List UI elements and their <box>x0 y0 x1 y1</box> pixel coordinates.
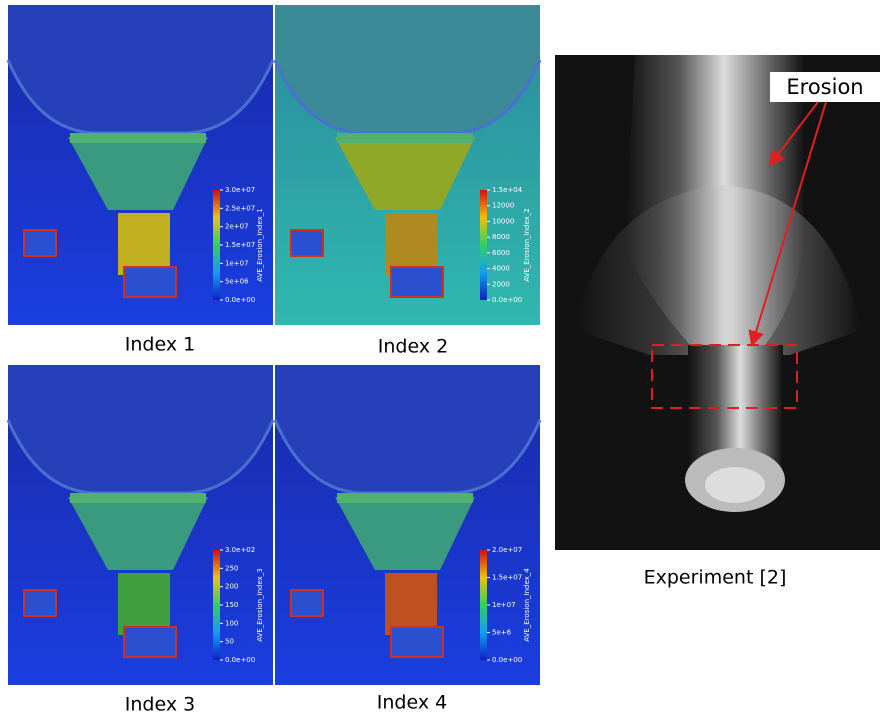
colorbar-tick-label: 1e+07 <box>225 259 249 267</box>
colorbar-tick-label: 1.5e+04 <box>492 186 523 194</box>
panel: 2.0e+07 1.5e+07 1e+07 5e+6 0.0e+00 AVE_Erosio… <box>275 365 540 685</box>
colorbar-tick-label: 100 <box>225 619 238 627</box>
block <box>391 267 443 297</box>
colorbar-tick-label: 2000 <box>492 280 510 288</box>
colorbar <box>480 550 487 660</box>
figure: 3.0e+07 2.5e+07 2e+07 1.5e+07 1e+07 5e+06 0.0e… <box>0 0 882 722</box>
block <box>391 627 443 657</box>
block <box>124 627 176 657</box>
colorbar-tick-label: 4000 <box>492 265 510 273</box>
caption: Index 1 <box>125 334 195 356</box>
colorbar-tick-label: 3.0e+07 <box>225 186 255 194</box>
panel: 3.0e+02 250 200 150 100 50 0.0e+00 AVE_Erosion_… <box>8 365 273 685</box>
caption: Experiment [2] <box>644 567 787 589</box>
colorbar-tick-label: 0.0e+00 <box>225 296 255 304</box>
block <box>291 590 323 616</box>
colorbar-tick-label: 1e+07 <box>492 601 516 609</box>
cone-band <box>70 133 206 143</box>
dome <box>275 5 540 133</box>
colorbar-tick-label: 250 <box>225 564 238 572</box>
cylinder <box>385 573 437 635</box>
dome <box>275 365 540 493</box>
colorbar-tick-label: 8000 <box>492 233 510 241</box>
colorbar-tick-label: 200 <box>225 583 238 591</box>
colorbar-tick-label: 0.0e+00 <box>492 296 522 304</box>
caption: Index 3 <box>125 694 195 716</box>
block <box>124 267 176 297</box>
dome <box>8 365 273 493</box>
cylinder <box>118 573 170 635</box>
colorbar-tick-label: 12000 <box>492 202 514 210</box>
colorbar-tick-label: 2e+07 <box>225 223 249 231</box>
panel: 3.0e+07 2.5e+07 2e+07 1.5e+07 1e+07 5e+06 0.0e… <box>8 5 273 325</box>
colorbar-tick-label: 3.0e+02 <box>225 546 255 554</box>
colorbar-title: AVE_Erosion_Index_2 <box>523 208 531 282</box>
cylinder <box>385 213 437 275</box>
cone-band <box>70 493 206 503</box>
colorbar-tick-label: 0.0e+00 <box>225 656 255 664</box>
colorbar-tick-label: 6000 <box>492 249 510 257</box>
dome <box>8 5 273 133</box>
colorbar-tick-label: 150 <box>225 601 238 609</box>
cone-band <box>337 133 473 143</box>
colorbar-tick-label: 1.5e+07 <box>492 574 522 582</box>
colorbar-tick-label: 1.5e+07 <box>225 241 255 249</box>
caption: Index 2 <box>378 336 448 358</box>
block <box>24 590 56 616</box>
colorbar <box>213 190 220 300</box>
colorbar-title: AVE_Erosion_Index_3 <box>256 568 264 642</box>
caption: Index 4 <box>377 692 447 714</box>
colorbar-tick-label: 2.5e+07 <box>225 204 255 212</box>
experiment-photo: Erosion <box>555 55 880 550</box>
colorbar <box>480 190 487 300</box>
panel: 1.5e+04 12000 10000 8000 6000 4000 2000 0.0e+00… <box>275 5 540 325</box>
block <box>291 230 323 256</box>
colorbar <box>213 550 220 660</box>
cone-band <box>337 493 473 503</box>
colorbar-tick-label: 2.0e+07 <box>492 546 522 554</box>
annotation: Erosion <box>786 75 863 99</box>
colorbar-title: AVE_Erosion_Index_4 <box>523 568 531 642</box>
colorbar-tick-label: 50 <box>225 638 234 646</box>
simulation-panels: 3.0e+07 2.5e+07 2e+07 1.5e+07 1e+07 5e+06 0.0e… <box>8 5 540 685</box>
colorbar-title: AVE_Erosion_Index_1 <box>256 208 264 282</box>
colorbar-tick-label: 5e+6 <box>492 629 512 637</box>
colorbar-tick-label: 0.0e+00 <box>492 656 522 664</box>
colorbar-tick-label: 5e+06 <box>225 278 249 286</box>
cylinder <box>118 213 170 275</box>
block <box>24 230 56 256</box>
colorbar-tick-label: 10000 <box>492 217 514 225</box>
